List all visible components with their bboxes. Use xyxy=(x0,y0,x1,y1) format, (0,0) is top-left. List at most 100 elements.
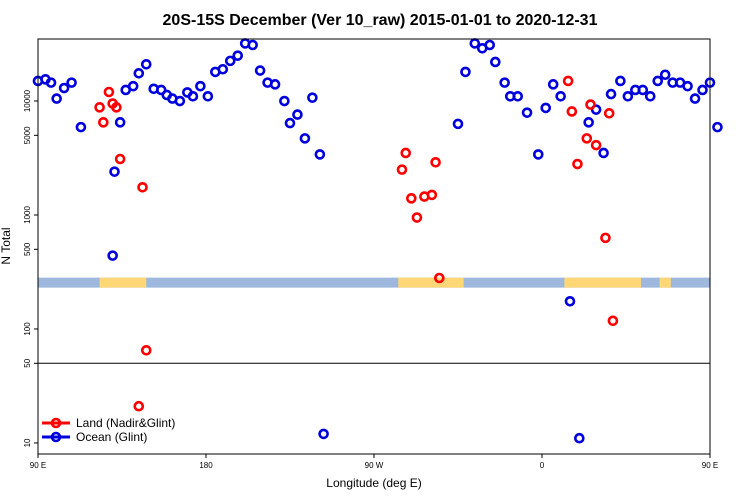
ocean-point xyxy=(540,102,552,114)
plot-frame xyxy=(37,38,711,455)
ocean-point xyxy=(484,39,496,51)
ocean-point xyxy=(269,79,281,90)
ocean-point xyxy=(66,77,77,88)
ocean-point xyxy=(637,84,649,96)
y-tick-label: 500 xyxy=(23,242,32,256)
land-point xyxy=(396,164,408,175)
ocean-point xyxy=(114,117,126,128)
legend-land-label: Land (Nadir&Glint) xyxy=(76,416,175,430)
land-point xyxy=(140,344,152,356)
ocean-point xyxy=(659,69,671,81)
legend-ocean-marker xyxy=(50,431,62,443)
land-series xyxy=(94,75,619,412)
ocean-point xyxy=(689,93,701,104)
land-strip-segment xyxy=(398,277,464,288)
land-strip-segment xyxy=(564,277,641,288)
ocean-point xyxy=(224,55,236,67)
ocean-point xyxy=(452,118,464,130)
ocean-series xyxy=(32,38,723,444)
x-axis-label: Longitude (deg E) xyxy=(326,476,421,490)
x-tick-label: 90 E xyxy=(30,461,46,470)
ocean-point xyxy=(547,79,559,90)
ocean-point xyxy=(58,82,70,94)
ocean-point xyxy=(307,92,318,103)
x-tick-label: 180 xyxy=(199,461,213,470)
ocean-point xyxy=(217,63,229,75)
ocean-point xyxy=(644,90,656,102)
ocean-point xyxy=(109,166,120,177)
x-tick-label: 90 E xyxy=(702,461,718,470)
land-point xyxy=(566,106,578,117)
ocean-point xyxy=(598,147,609,159)
ocean-point xyxy=(45,77,57,88)
ocean-point xyxy=(174,95,186,107)
land-point xyxy=(137,181,148,193)
y-tick-label: 10 xyxy=(23,438,32,447)
legend-item-ocean: Ocean (Glint) xyxy=(42,430,147,444)
legend-land-marker xyxy=(50,417,62,429)
y-tick-label: 100 xyxy=(23,322,32,336)
land-point xyxy=(94,102,105,113)
ocean-point xyxy=(460,66,471,78)
y-tick-label: 50 xyxy=(23,358,32,367)
ocean-point xyxy=(284,117,296,129)
legend-item-land: Land (Nadir&Glint) xyxy=(42,416,175,430)
ocean-point xyxy=(574,432,585,444)
ocean-point xyxy=(490,56,501,68)
y-tick-label: 1000 xyxy=(23,206,32,224)
ocean-point xyxy=(318,428,329,440)
ocean-point xyxy=(254,65,266,76)
land-strip-segment xyxy=(659,277,671,288)
land-point xyxy=(590,139,602,151)
land-point xyxy=(98,117,109,128)
ocean-point xyxy=(682,80,693,92)
ocean-point xyxy=(555,90,566,102)
land-point xyxy=(434,272,445,284)
ocean-point xyxy=(532,149,544,160)
y-axis-label: N Total xyxy=(0,227,13,264)
land-point xyxy=(600,232,611,244)
ocean-point xyxy=(187,90,199,102)
land-point xyxy=(562,75,574,87)
chart-title: 20S-15S December (Ver 10_raw) 2015-01-01… xyxy=(163,12,598,29)
ocean-point xyxy=(107,250,118,261)
land-point xyxy=(133,400,145,412)
x-tick-label: 90 W xyxy=(365,461,384,470)
land-strip-segment xyxy=(99,277,147,288)
ocean-point xyxy=(521,107,533,118)
land-point xyxy=(426,189,438,201)
ocean-point xyxy=(512,90,524,102)
ocean-point xyxy=(583,117,594,128)
ocean-point xyxy=(292,109,303,120)
legend-ocean-label: Ocean (Glint) xyxy=(76,430,147,444)
land-point xyxy=(572,158,583,170)
ocean-point xyxy=(605,88,617,100)
ocean-point xyxy=(202,90,214,102)
land-point xyxy=(430,156,441,168)
y-tick-label: 5000 xyxy=(23,126,32,144)
x-tick-label: 0 xyxy=(540,461,545,470)
ocean-strip xyxy=(38,277,710,288)
ocean-point xyxy=(652,75,664,87)
land-point xyxy=(111,102,122,113)
land-point xyxy=(406,193,417,204)
ocean-point xyxy=(499,77,510,88)
ocean-point xyxy=(127,80,139,92)
land-point xyxy=(607,315,619,327)
land-point xyxy=(581,133,593,144)
ocean-point xyxy=(279,95,290,107)
ocean-point xyxy=(712,121,723,133)
y-tick-label: 10000 xyxy=(23,89,32,112)
ocean-point xyxy=(247,39,258,51)
ocean-point xyxy=(697,84,708,96)
ocean-point xyxy=(564,295,576,307)
land-point xyxy=(103,86,115,98)
land-point xyxy=(603,108,615,119)
ocean-point xyxy=(615,75,626,87)
ocean-point xyxy=(195,80,206,92)
legend: Land (Nadir&Glint) Ocean (Glint) xyxy=(42,416,175,444)
ocean-point xyxy=(133,68,145,79)
y-axis-ticks: 10 50 100 500 1000 5000 10000 xyxy=(23,89,38,447)
ocean-point xyxy=(622,90,634,102)
